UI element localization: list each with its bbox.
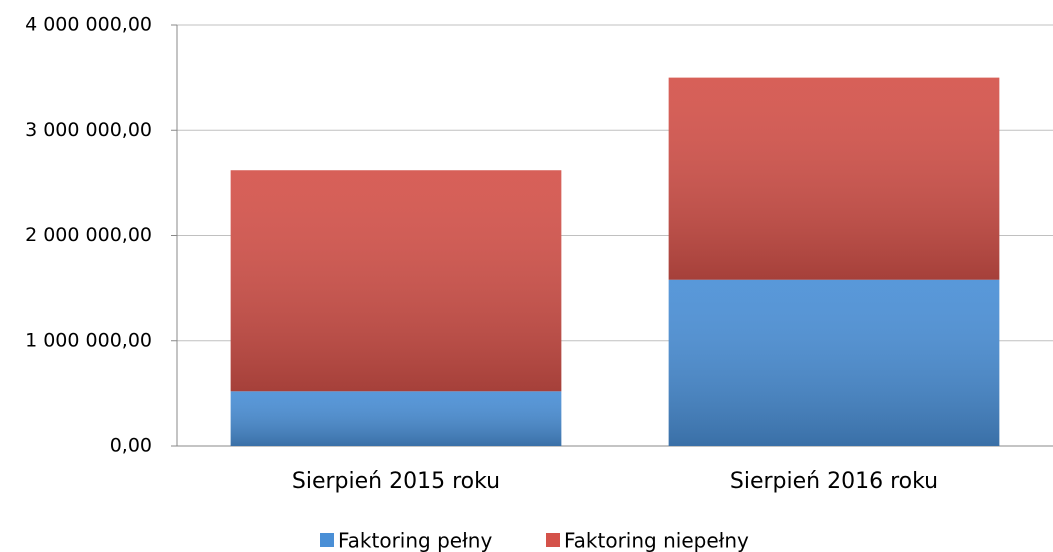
- y-tick-label: 3 000 000,00: [25, 119, 152, 141]
- y-tick-label: 2 000 000,00: [25, 224, 152, 246]
- x-tick-label: Sierpień 2015 roku: [292, 469, 500, 494]
- bar: [668, 77, 1000, 280]
- bar: [230, 170, 562, 392]
- bar: [668, 279, 1000, 446]
- legend-label: Faktoring pełny: [338, 529, 492, 552]
- legend-label: Faktoring niepełny: [564, 529, 749, 552]
- legend-swatch: [320, 533, 334, 547]
- y-tick-label: 4 000 000,00: [25, 14, 152, 36]
- legend-swatch: [546, 533, 560, 547]
- y-tick-label: 1 000 000,00: [25, 329, 152, 351]
- x-tick-label: Sierpień 2016 roku: [730, 469, 938, 494]
- y-tick-label: 0,00: [110, 435, 152, 457]
- bar: [230, 391, 562, 446]
